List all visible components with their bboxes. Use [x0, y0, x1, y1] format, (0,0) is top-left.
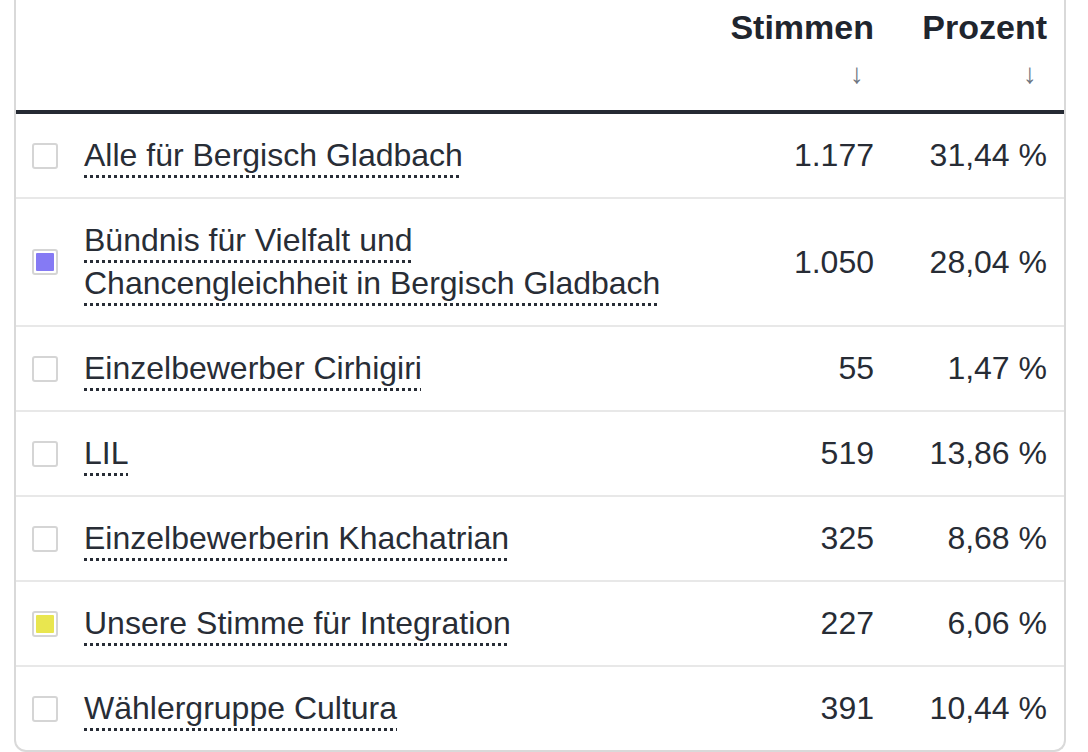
- column-header-stimmen-label: Stimmen: [730, 8, 874, 46]
- table-row: Alle für Bergisch Gladbach 1.177 31,44 %: [16, 114, 1064, 197]
- party-name-link[interactable]: Alle für Bergisch Gladbach: [84, 137, 463, 173]
- column-header-prozent[interactable]: Prozent ↓: [874, 4, 1064, 94]
- checkbox-cell: [16, 526, 84, 552]
- column-header-prozent-label: Prozent: [922, 8, 1047, 46]
- votes-value: 325: [702, 517, 874, 560]
- party-name-cell: LIL: [84, 432, 684, 475]
- party-name-cell: Bündnis für Vielfalt und Chancengleichhe…: [84, 219, 684, 305]
- percent-value: 10,44 %: [874, 687, 1064, 730]
- party-name-link[interactable]: Bündnis für Vielfalt und Chancengleichhe…: [84, 222, 660, 301]
- party-name-cell: Alle für Bergisch Gladbach: [84, 134, 684, 177]
- votes-value: 55: [702, 347, 874, 390]
- table-row: Wählergruppe Cultura 391 10,44 %: [16, 665, 1064, 750]
- sort-descending-icon[interactable]: ↓: [874, 54, 1047, 94]
- table-body: Alle für Bergisch Gladbach 1.177 31,44 %…: [16, 114, 1064, 750]
- party-name-link[interactable]: LIL: [84, 435, 128, 471]
- party-name-link[interactable]: Einzelbewerber Cirhigiri: [84, 350, 422, 386]
- series-color-swatch: [36, 445, 54, 463]
- votes-value: 1.050: [702, 241, 874, 284]
- votes-value: 391: [702, 687, 874, 730]
- party-name-cell: Unsere Stimme für Integration: [84, 602, 684, 645]
- party-name-link[interactable]: Einzelbewerberin Khachatrian: [84, 520, 509, 556]
- percent-value: 31,44 %: [874, 134, 1064, 177]
- votes-value: 519: [702, 432, 874, 475]
- votes-value: 1.177: [702, 134, 874, 177]
- checkbox-cell: [16, 356, 84, 382]
- results-table: Stimmen ↓ Prozent ↓ Alle für Bergisch Gl…: [14, 0, 1066, 752]
- party-name-cell: Einzelbewerber Cirhigiri: [84, 347, 684, 390]
- table-row: Einzelbewerberin Khachatrian 325 8,68 %: [16, 495, 1064, 580]
- percent-value: 8,68 %: [874, 517, 1064, 560]
- row-checkbox[interactable]: [32, 526, 58, 552]
- row-checkbox[interactable]: [32, 611, 58, 637]
- series-color-swatch: [36, 253, 54, 271]
- percent-value: 13,86 %: [874, 432, 1064, 475]
- series-color-swatch: [36, 530, 54, 548]
- row-checkbox[interactable]: [32, 249, 58, 275]
- checkbox-cell: [16, 249, 84, 275]
- checkbox-cell: [16, 143, 84, 169]
- series-color-swatch: [36, 360, 54, 378]
- row-checkbox[interactable]: [32, 696, 58, 722]
- series-color-swatch: [36, 615, 54, 633]
- sort-descending-icon[interactable]: ↓: [702, 54, 874, 94]
- percent-value: 1,47 %: [874, 347, 1064, 390]
- checkbox-cell: [16, 611, 84, 637]
- series-color-swatch: [36, 147, 54, 165]
- party-name-cell: Wählergruppe Cultura: [84, 687, 684, 730]
- table-row: LIL 519 13,86 %: [16, 410, 1064, 495]
- percent-value: 28,04 %: [874, 241, 1064, 284]
- party-name-cell: Einzelbewerberin Khachatrian: [84, 517, 684, 560]
- checkbox-cell: [16, 696, 84, 722]
- table-row: Bündnis für Vielfalt und Chancengleichhe…: [16, 197, 1064, 325]
- table-header-row: Stimmen ↓ Prozent ↓: [16, 0, 1064, 114]
- row-checkbox[interactable]: [32, 441, 58, 467]
- table-row: Einzelbewerber Cirhigiri 55 1,47 %: [16, 325, 1064, 410]
- checkbox-cell: [16, 441, 84, 467]
- percent-value: 6,06 %: [874, 602, 1064, 645]
- table-row: Unsere Stimme für Integration 227 6,06 %: [16, 580, 1064, 665]
- votes-value: 227: [702, 602, 874, 645]
- series-color-swatch: [36, 700, 54, 718]
- column-header-stimmen[interactable]: Stimmen ↓: [702, 4, 874, 94]
- row-checkbox[interactable]: [32, 356, 58, 382]
- party-name-link[interactable]: Wählergruppe Cultura: [84, 690, 397, 726]
- row-checkbox[interactable]: [32, 143, 58, 169]
- party-name-link[interactable]: Unsere Stimme für Integration: [84, 605, 511, 641]
